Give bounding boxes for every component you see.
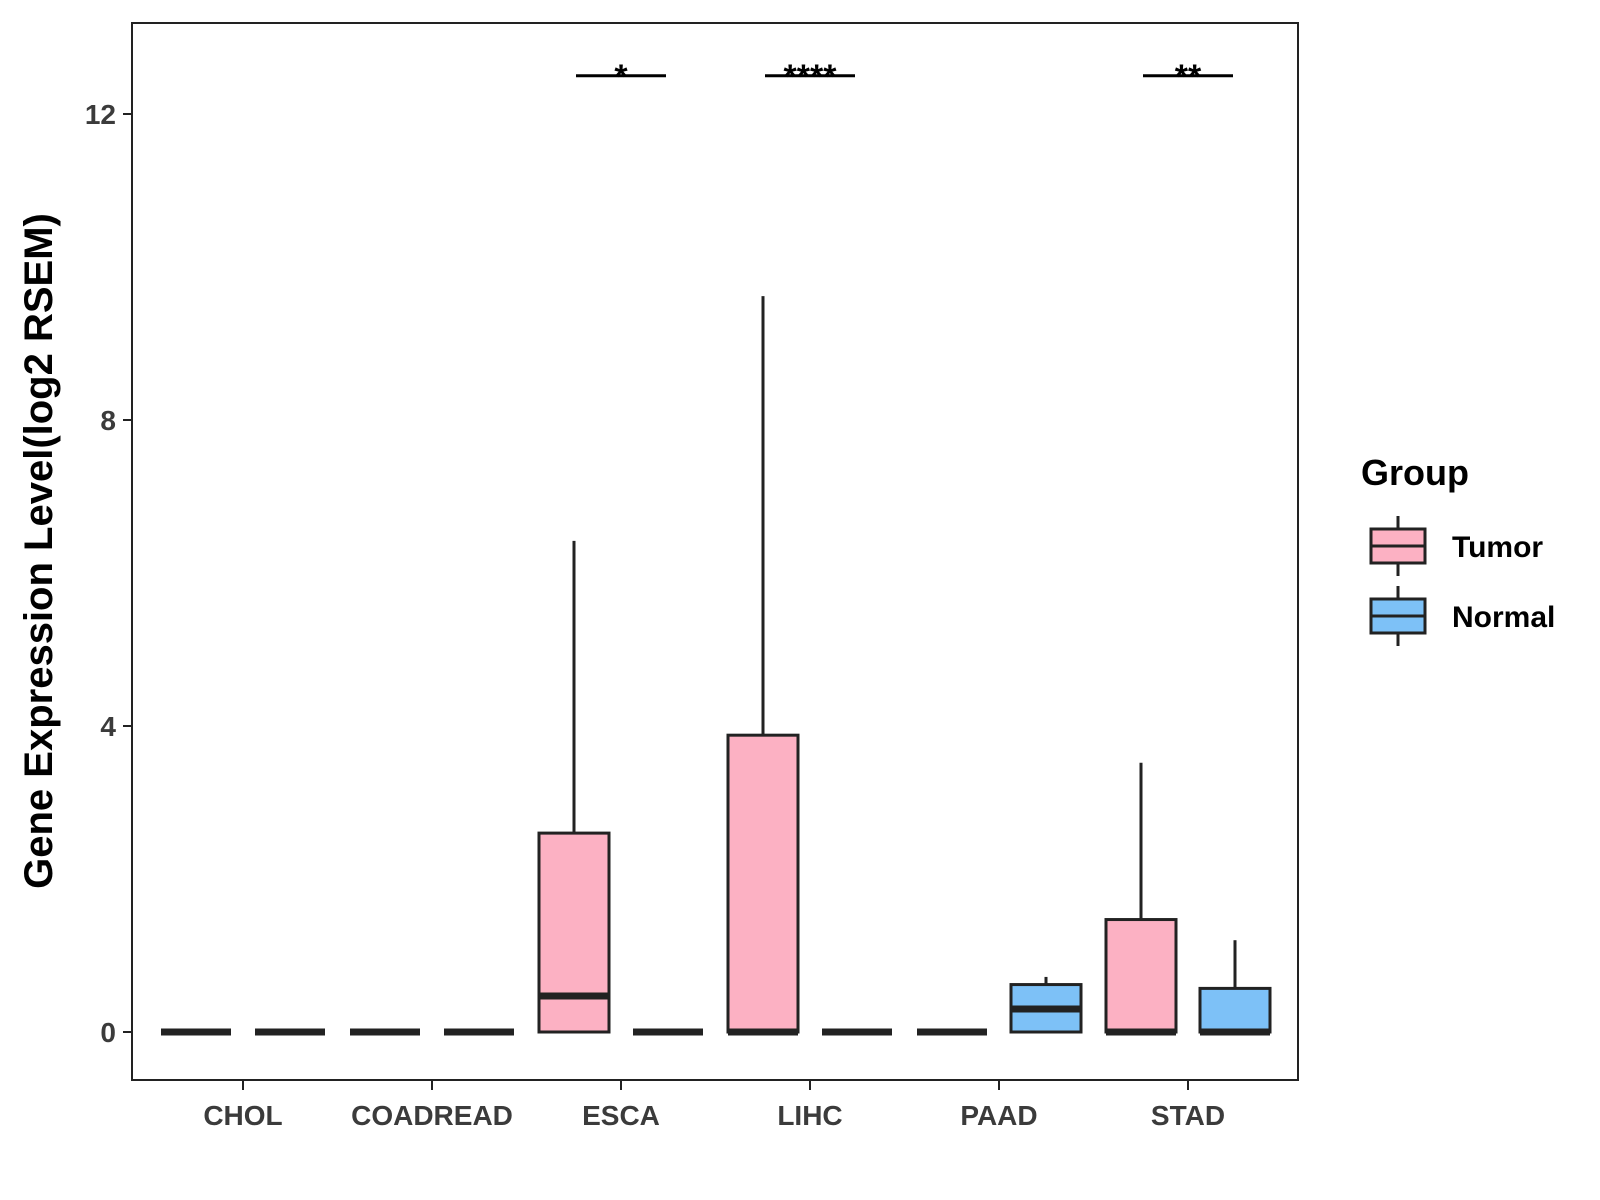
box-normal-stad [1198,940,1272,1036]
x-tick-label: CHOL [203,1100,282,1131]
x-tick-label: STAD [1151,1100,1225,1131]
legend-label: Tumor [1452,531,1543,564]
legend: Group Tumor Normal [1361,452,1555,646]
x-tick-label: ESCA [582,1100,660,1131]
box-iqr [726,733,800,1034]
x-tick-label: PAAD [960,1100,1037,1131]
x-tick-label: COADREAD [351,1100,513,1131]
box-normal-paad [1009,976,1083,1034]
box-iqr [1104,918,1178,1034]
y-tick-label: 0 [100,1017,116,1048]
y-axis: 0 4 8 12 [85,99,132,1048]
x-axis: CHOL COADREAD ESCA LIHC PAAD STAD [203,1080,1225,1131]
y-axis-title: Gene Expression Level(log2 RSEM) [17,213,61,889]
y-tick-label: 12 [85,99,116,130]
significance-label: * [614,58,628,96]
box-iqr [537,831,611,1034]
box-tumor-stad [1104,762,1178,1036]
significance-label: **** [784,58,838,96]
significance-label: ** [1175,58,1202,96]
legend-label: Normal [1452,601,1555,634]
x-tick-label: LIHC [777,1100,842,1131]
legend-entry-tumor: Tumor [1369,516,1543,576]
significance-annotations: * **** ** [576,58,1233,96]
box-iqr [1198,986,1272,1034]
legend-title: Group [1361,452,1469,493]
plot-panel [131,22,1299,1081]
legend-entry-normal: Normal [1369,586,1555,646]
box-tumor-lihc [726,296,800,1036]
y-tick-label: 4 [100,711,116,742]
box-tumor-esca [537,540,611,1034]
y-tick-label: 8 [100,405,116,436]
boxes-layer [161,296,1272,1036]
